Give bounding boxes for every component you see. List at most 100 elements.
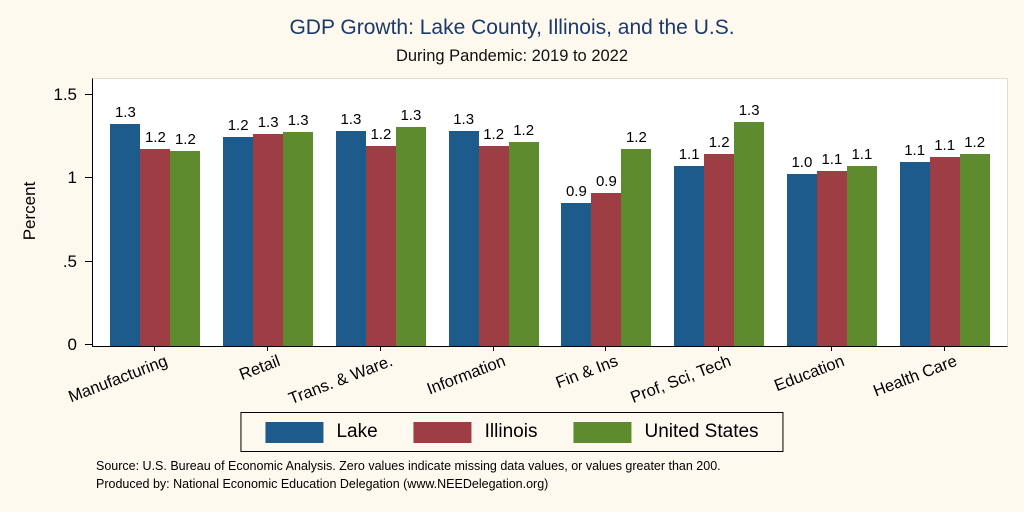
bar-value-label: 1.2 — [174, 130, 196, 148]
legend-swatch — [573, 421, 632, 443]
bar-lake: 0.9 — [561, 183, 592, 346]
x-tick-mark — [492, 346, 494, 351]
y-tick-mark — [85, 93, 92, 95]
bar-group: 1.3 1.2 1.2 — [437, 111, 550, 346]
bar-value-label: 1.3 — [114, 104, 136, 122]
x-tick-mark — [154, 346, 156, 351]
bar-lake: 1.3 — [448, 111, 479, 346]
legend-swatch — [413, 421, 472, 443]
x-tick-cell: Manufacturing — [66, 346, 211, 408]
y-tick-label: 1.5 — [53, 84, 77, 104]
x-tick-label: Information — [424, 352, 509, 399]
bar-value-label: 1.1 — [904, 142, 926, 160]
x-tick-label: Education — [771, 352, 847, 396]
bar-group: 1.1 1.2 1.3 — [663, 102, 776, 346]
y-tick-mark — [85, 177, 92, 179]
y-tick-label: 1 — [67, 168, 77, 188]
legend-item-united-states: United States — [573, 421, 759, 443]
x-tick-mark — [605, 346, 607, 351]
bar-value-label: 1.2 — [483, 125, 505, 143]
bar-value-label: 1.1 — [678, 145, 700, 163]
x-tick-cell: Trans. & Ware. — [286, 346, 437, 408]
bar-united-states: 1.2 — [959, 134, 990, 346]
bar-illinois: 1.1 — [816, 151, 847, 346]
bar-united-states: 1.1 — [846, 146, 877, 346]
bar-value-label: 1.1 — [934, 137, 956, 155]
x-tick-mark — [943, 346, 945, 351]
bar-illinois: 1.1 — [929, 137, 960, 346]
bar-united-states: 1.3 — [395, 107, 426, 346]
bar-value-label: 1.1 — [851, 145, 873, 163]
bar-group: 1.3 1.2 1.3 — [325, 107, 438, 346]
bar-value-label: 1.2 — [964, 134, 986, 152]
source-line-1: Source: U.S. Bureau of Economic Analysis… — [96, 459, 721, 473]
bar-value-label: 1.2 — [144, 129, 166, 147]
bar-value-label: 1.2 — [625, 129, 647, 147]
bar-group: 1.0 1.1 1.1 — [776, 146, 889, 346]
legend-label: United States — [644, 421, 759, 442]
chart-title: GDP Growth: Lake County, Illinois, and t… — [289, 16, 735, 39]
x-tick-cell: Education — [771, 346, 888, 408]
source-line-2: Produced by: National Economic Education… — [96, 476, 549, 491]
bar-illinois: 1.2 — [365, 126, 396, 346]
y-tick-label: .5 — [62, 251, 77, 271]
chart-subtitle: During Pandemic: 2019 to 2022 — [395, 47, 629, 65]
y-tick-mark — [85, 344, 92, 345]
x-tick-mark — [830, 346, 832, 351]
x-tick-label: Retail — [236, 352, 283, 384]
legend-item-lake: Lake — [265, 421, 378, 443]
bar-value-label: 1.2 — [370, 125, 392, 143]
bar-group: 1.3 1.2 1.2 — [99, 104, 212, 346]
bar-value-label: 1.2 — [227, 117, 249, 135]
bar-illinois: 1.2 — [140, 129, 171, 346]
bar-value-label: 1.1 — [821, 150, 843, 168]
bar-lake: 1.0 — [786, 154, 817, 346]
bar-illinois: 1.2 — [704, 134, 735, 346]
bar-illinois: 0.9 — [591, 173, 622, 346]
source-note: Source: U.S. Bureau of Economic Analysis… — [96, 458, 721, 493]
legend-item-illinois: Illinois — [413, 421, 538, 443]
x-tick-label: Manufacturing — [65, 352, 170, 407]
bar-group: 1.1 1.1 1.2 — [888, 134, 1001, 346]
bar-value-label: 1.2 — [708, 134, 730, 152]
x-tick-cell: Retail — [211, 346, 324, 408]
bar-group: 0.9 0.9 1.2 — [550, 129, 663, 346]
bar-value-label: 0.9 — [565, 182, 587, 200]
legend-swatch — [265, 421, 324, 443]
plot-area: 1.3 1.2 1.2 1.2 1.3 1.3 1.3 1.2 1.3 1.3 1.2 1.2 0.9 0… — [92, 78, 1008, 347]
bar-value-label: 1.3 — [400, 107, 422, 125]
bar-value-label: 1.3 — [340, 110, 362, 128]
legend: Lake Illinois United States — [240, 412, 784, 452]
bar-lake: 1.1 — [674, 146, 705, 346]
bar-lake: 1.3 — [335, 111, 366, 346]
legend-label: Illinois — [484, 421, 538, 442]
bar-lake: 1.3 — [110, 104, 141, 346]
bar-group: 1.2 1.3 1.3 — [212, 112, 325, 346]
x-tick-mark — [267, 346, 269, 351]
x-tick-cell: Health Care — [870, 346, 1000, 408]
bar-value-label: 1.0 — [791, 154, 813, 172]
x-axis-labels: Manufacturing Retail Trans. & Ware. Informa… — [66, 346, 1006, 408]
bar-illinois: 1.3 — [253, 114, 284, 346]
bar-value-label: 1.2 — [513, 122, 535, 140]
legend-label: Lake — [336, 421, 378, 442]
x-tick-cell: Information — [425, 346, 549, 408]
y-tick-mark — [85, 260, 92, 262]
bar-groups: 1.3 1.2 1.2 1.2 1.3 1.3 1.3 1.2 1.3 1.3 1.2 1.2 0.9 0… — [93, 79, 1007, 346]
x-tick-label: Fin & Ins — [553, 352, 621, 393]
bar-value-label: 1.3 — [257, 114, 279, 132]
bar-value-label: 1.3 — [738, 102, 760, 120]
bar-value-label: 0.9 — [595, 172, 617, 190]
bar-united-states: 1.3 — [734, 102, 765, 346]
y-tick-label: 0 — [67, 335, 77, 354]
x-tick-cell: Prof, Sci, Tech — [628, 346, 775, 408]
bar-lake: 1.2 — [223, 117, 254, 346]
x-tick-mark — [718, 346, 720, 351]
bar-united-states: 1.2 — [621, 129, 652, 346]
bar-united-states: 1.3 — [283, 112, 314, 346]
bar-united-states: 1.2 — [508, 122, 539, 346]
bar-united-states: 1.2 — [170, 131, 201, 346]
bar-value-label: 1.3 — [453, 110, 475, 128]
y-axis-ticks: 0 .5 1 1.5 — [0, 78, 92, 354]
